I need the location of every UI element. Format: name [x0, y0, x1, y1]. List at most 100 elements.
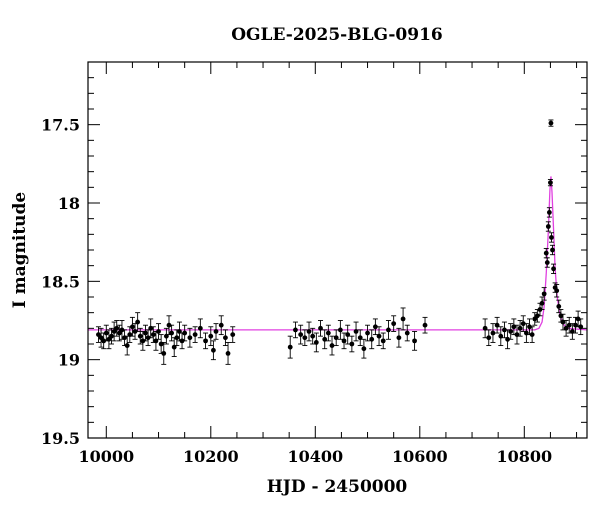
data-point	[514, 324, 520, 345]
data-point	[213, 323, 219, 340]
data-point	[222, 329, 228, 347]
model-layer	[88, 176, 587, 331]
data-point	[325, 324, 331, 342]
point-marker	[527, 324, 532, 330]
data-point	[208, 326, 214, 347]
data-point	[210, 340, 216, 361]
point-marker	[361, 346, 367, 352]
point-marker	[517, 325, 523, 331]
point-marker	[140, 338, 146, 344]
point-marker	[101, 338, 107, 344]
data-point	[158, 334, 164, 354]
point-marker	[391, 321, 397, 327]
data-point	[129, 316, 135, 337]
data-point	[306, 321, 312, 342]
data-point	[372, 318, 378, 336]
point-marker	[211, 347, 216, 353]
data-point	[302, 329, 308, 347]
data-point	[150, 326, 156, 343]
point-marker	[318, 325, 323, 331]
point-marker	[166, 322, 172, 328]
data-point	[391, 315, 397, 332]
data-point	[122, 329, 128, 347]
point-marker	[404, 330, 410, 336]
data-point	[337, 320, 343, 340]
point-marker	[554, 288, 560, 294]
data-point	[546, 207, 552, 218]
point-marker	[548, 120, 554, 126]
tick-labels: 10000 10200 10400 10600 10800 17.5 18 18.5 19 19.…	[41, 116, 552, 466]
data-points	[95, 119, 584, 365]
data-point	[412, 331, 418, 351]
data-point	[292, 321, 298, 339]
data-point	[353, 321, 359, 342]
plot-frame	[87, 61, 588, 439]
point-marker	[563, 325, 569, 331]
data-point	[109, 327, 115, 345]
data-point	[508, 323, 514, 340]
data-point	[298, 324, 304, 345]
point-marker	[545, 224, 551, 229]
point-marker	[380, 338, 386, 344]
point-marker	[543, 250, 549, 256]
point-marker	[529, 332, 535, 337]
data-point	[563, 320, 569, 337]
data-point	[505, 329, 511, 350]
point-marker	[218, 322, 224, 328]
point-marker	[287, 344, 293, 350]
data-point	[106, 329, 112, 350]
point-marker	[365, 330, 370, 336]
point-marker	[213, 329, 219, 334]
x-tick-label: 10000	[78, 447, 134, 466]
data-point	[132, 323, 138, 340]
point-marker	[386, 327, 391, 333]
data-point	[218, 315, 224, 336]
data-point	[482, 318, 488, 339]
data-point	[318, 320, 324, 337]
data-point	[333, 329, 339, 347]
point-marker	[161, 351, 167, 356]
point-marker	[137, 333, 143, 339]
point-marker	[143, 330, 148, 336]
point-marker	[353, 329, 359, 334]
y-tick-label: 19	[58, 351, 80, 370]
data-point	[124, 335, 130, 356]
point-marker	[486, 335, 492, 341]
point-marker	[156, 329, 161, 334]
data-point	[95, 326, 101, 343]
data-point	[114, 320, 120, 337]
x-tick-label: 10400	[287, 447, 343, 466]
y-tick-label: 17.5	[41, 116, 80, 135]
data-point	[396, 327, 402, 348]
point-marker	[130, 324, 135, 330]
data-point	[313, 332, 319, 353]
point-marker	[369, 336, 375, 342]
point-marker	[333, 335, 339, 341]
data-point	[547, 179, 553, 187]
point-marker	[544, 260, 550, 265]
point-marker	[372, 324, 378, 330]
data-point	[137, 327, 143, 345]
axes	[88, 61, 587, 439]
x-tick-label: 10200	[183, 447, 239, 466]
point-marker	[114, 325, 120, 331]
point-marker	[302, 335, 308, 341]
data-point	[163, 327, 169, 345]
data-point	[548, 232, 554, 243]
data-point	[365, 324, 371, 342]
y-tick-label: 18.5	[41, 272, 80, 291]
data-point	[486, 329, 492, 347]
data-point	[135, 312, 141, 332]
point-marker	[293, 327, 298, 333]
point-marker	[230, 332, 236, 337]
data-point	[578, 318, 584, 336]
data-point	[142, 324, 148, 342]
data-point	[156, 323, 162, 340]
point-marker	[182, 330, 188, 336]
point-marker	[541, 291, 547, 297]
data-point	[548, 119, 554, 127]
point-marker	[556, 304, 562, 309]
data-point	[566, 316, 572, 334]
data-point	[517, 320, 523, 337]
